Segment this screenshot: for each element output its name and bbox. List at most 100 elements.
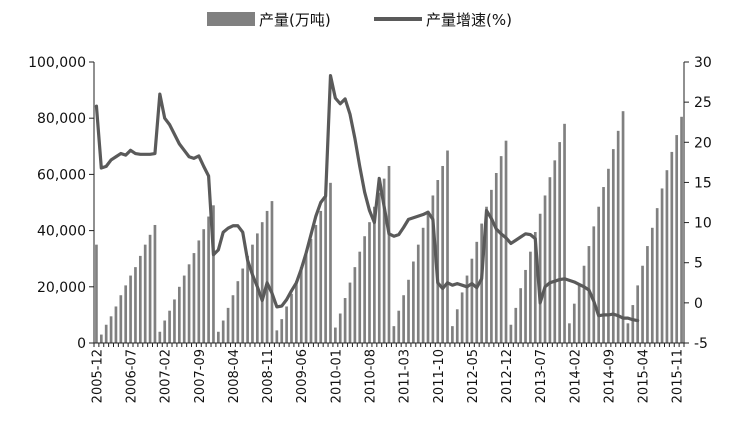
bar xyxy=(504,140,508,343)
bar xyxy=(616,130,620,343)
line-point xyxy=(153,152,157,155)
line-point xyxy=(616,314,620,317)
bar xyxy=(334,327,337,343)
y-right-tick-label: 20 xyxy=(694,135,712,151)
bar xyxy=(134,267,137,343)
y-left-tick-label: 100,000 xyxy=(28,55,86,71)
y-right-tick-label: 25 xyxy=(694,95,712,111)
line-point xyxy=(524,232,527,236)
line-point xyxy=(534,237,537,240)
line-point xyxy=(256,285,259,288)
bar xyxy=(382,178,386,343)
bar xyxy=(168,310,171,343)
bar xyxy=(475,241,479,343)
line-point xyxy=(431,218,435,221)
line-point xyxy=(168,123,171,126)
bar xyxy=(338,313,342,343)
line-point xyxy=(446,281,449,284)
bar xyxy=(436,180,440,343)
bar-series xyxy=(95,111,683,344)
bar xyxy=(231,295,235,343)
line-point xyxy=(119,152,123,155)
bar xyxy=(533,232,537,343)
line-point xyxy=(178,142,181,146)
bar xyxy=(392,326,396,343)
line-point xyxy=(226,226,230,230)
bar xyxy=(431,195,435,343)
line-point xyxy=(241,231,244,234)
bar xyxy=(295,281,298,343)
line-point xyxy=(348,112,352,116)
bar xyxy=(485,206,488,343)
bar xyxy=(314,224,318,343)
bar xyxy=(402,295,405,343)
bar xyxy=(217,331,220,343)
line-point xyxy=(363,190,366,194)
legend-swatch-production xyxy=(207,12,255,26)
x-tick-label: 2012-12 xyxy=(500,349,515,403)
bar xyxy=(104,324,108,343)
bar xyxy=(470,258,474,343)
bar xyxy=(650,227,654,343)
line-point xyxy=(607,313,610,317)
x-tick-label: 2006-07 xyxy=(125,349,140,403)
bar xyxy=(163,320,167,343)
bar xyxy=(387,165,391,343)
bar xyxy=(299,267,303,343)
x-axis-labels: 2005-12 2006-07 2007-02 2007-09 2008-04 2008-… xyxy=(90,349,685,403)
bar xyxy=(441,165,444,343)
line-point xyxy=(192,157,196,160)
x-tick-label: 2012-05 xyxy=(466,349,481,403)
line-point xyxy=(231,224,235,227)
line-point xyxy=(573,280,576,284)
bar xyxy=(353,267,357,343)
axes xyxy=(89,61,689,347)
bar xyxy=(173,299,176,343)
line-point xyxy=(270,292,274,295)
line-point xyxy=(324,194,327,198)
x-tick-label: 2013-07 xyxy=(534,349,549,403)
bar xyxy=(543,195,547,343)
line-point xyxy=(100,166,103,170)
line-point xyxy=(304,251,308,255)
line-point xyxy=(114,155,118,158)
line-point xyxy=(397,233,400,236)
line-point xyxy=(538,301,542,305)
line-point xyxy=(173,133,176,136)
line-point xyxy=(129,149,132,152)
line-point xyxy=(509,242,513,245)
line-point xyxy=(207,174,210,178)
line-point xyxy=(144,153,147,156)
bar xyxy=(343,298,347,343)
bar xyxy=(309,239,313,343)
bar xyxy=(655,208,659,343)
x-tick-label: 2005-12 xyxy=(90,349,105,403)
line-point xyxy=(548,281,552,284)
bar xyxy=(143,244,147,343)
bar xyxy=(631,305,635,343)
bar xyxy=(373,206,376,343)
line-point xyxy=(261,299,264,302)
line-point xyxy=(514,239,517,242)
y-right-tick-label: 5 xyxy=(694,256,703,272)
bar xyxy=(529,251,532,343)
x-tick-label: 2008-11 xyxy=(261,349,276,403)
bar xyxy=(660,188,664,343)
bar xyxy=(602,187,605,343)
line-point xyxy=(612,312,615,316)
bar xyxy=(451,326,454,343)
bar xyxy=(397,310,401,343)
bar xyxy=(460,292,464,343)
line-point xyxy=(436,281,439,284)
line-point xyxy=(485,209,488,212)
y-left-tick-label: 20,000 xyxy=(37,280,86,296)
growth-line xyxy=(94,74,640,323)
bar xyxy=(119,295,123,343)
line-point xyxy=(387,232,391,236)
line-point xyxy=(421,213,425,216)
bar xyxy=(377,192,381,343)
bar xyxy=(290,293,293,343)
line-point xyxy=(275,305,279,309)
x-tick-label: 2008-04 xyxy=(227,349,242,403)
